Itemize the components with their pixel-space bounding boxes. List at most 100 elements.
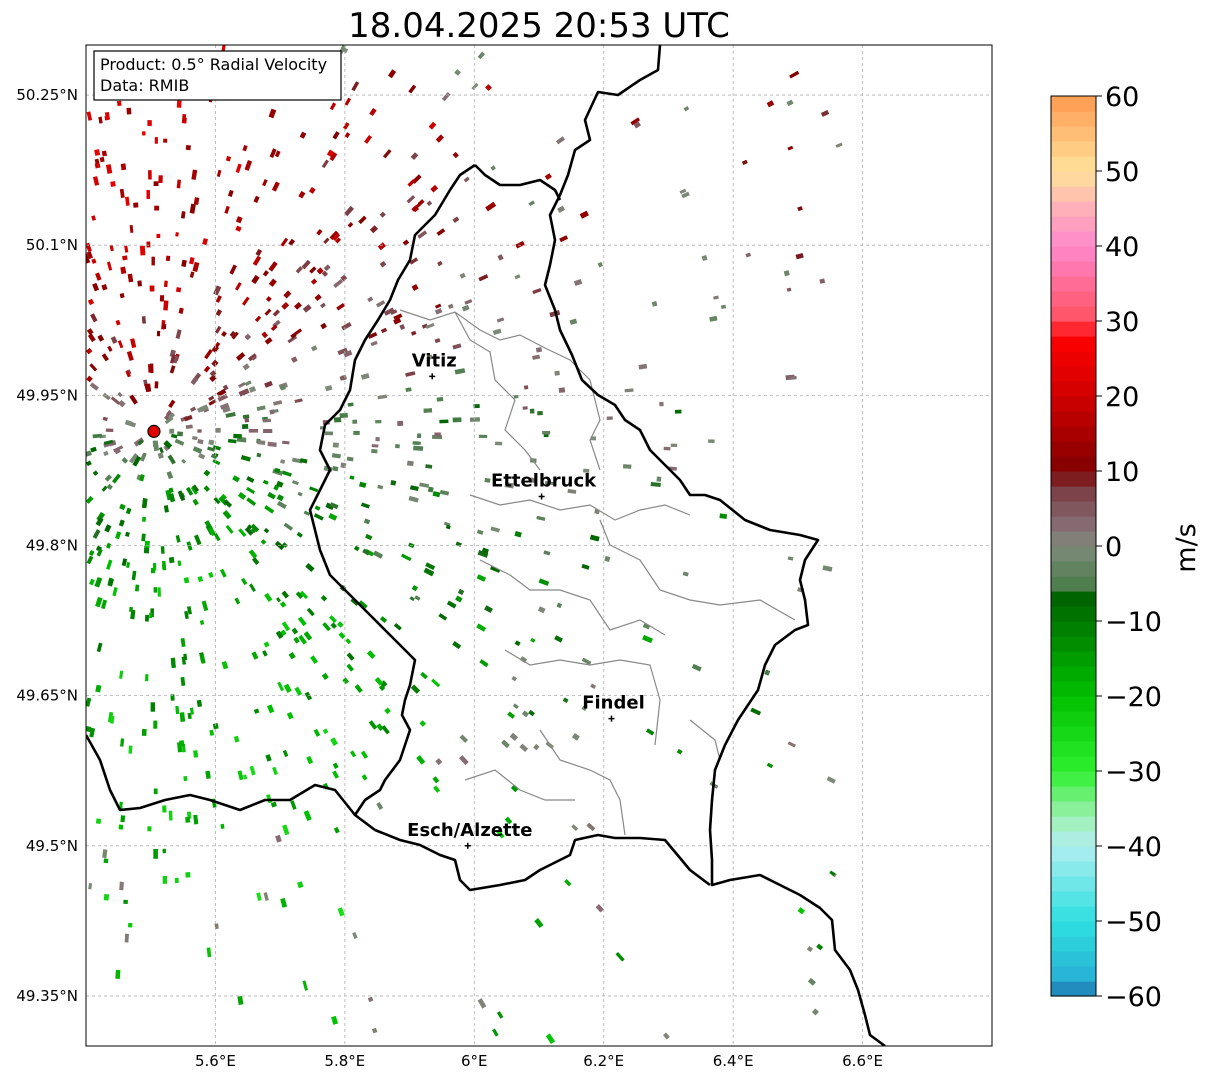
velocity-gate [409, 257, 419, 265]
velocity-gate [434, 432, 441, 437]
velocity-gate [229, 330, 237, 338]
velocity-gate [353, 430, 360, 435]
velocity-gate [115, 969, 121, 979]
velocity-gate [764, 669, 771, 676]
velocity-gate [103, 439, 114, 446]
velocity-gate [119, 188, 125, 199]
velocity-gate [225, 411, 236, 418]
velocity-gate [154, 381, 159, 389]
velocity-gate [185, 144, 191, 151]
velocity-gate [120, 738, 125, 747]
velocity-gate [149, 285, 155, 292]
velocity-gate [295, 591, 304, 600]
velocity-gate [558, 387, 566, 393]
velocity-gate [663, 1032, 670, 1040]
velocity-gate [246, 497, 257, 506]
velocity-gate [224, 205, 230, 214]
velocity-gate [125, 531, 130, 537]
velocity-gate [447, 303, 454, 310]
velocity-gate [132, 455, 142, 467]
velocity-gate [354, 684, 363, 694]
velocity-gate [158, 175, 163, 183]
velocity-gate [351, 81, 360, 92]
velocity-gate [332, 466, 339, 472]
colorbar-band [1051, 531, 1096, 547]
velocity-gate [208, 395, 215, 401]
velocity-gate [795, 253, 804, 260]
velocity-gate [427, 486, 434, 493]
national-border [86, 45, 886, 1046]
velocity-gate [185, 816, 191, 823]
velocity-gate [212, 723, 219, 730]
velocity-gate [290, 800, 297, 810]
velocity-gate [376, 802, 384, 810]
velocity-gate [103, 450, 109, 457]
velocity-gate [299, 131, 307, 139]
velocity-gate [528, 200, 535, 207]
velocity-gate [413, 445, 424, 451]
velocity-gate [521, 710, 529, 718]
velocity-gate [544, 173, 552, 181]
velocity-gate [235, 352, 246, 361]
velocity-gate [334, 237, 342, 244]
velocity-gate [102, 849, 108, 859]
velocity-gate [154, 137, 158, 144]
velocity-gate [519, 743, 529, 753]
colorbar-band [1051, 576, 1096, 592]
velocity-gate [630, 117, 641, 126]
velocity-gate [274, 467, 281, 474]
velocity-gate [175, 705, 180, 715]
velocity-gate [95, 684, 102, 693]
velocity-gate [244, 380, 252, 387]
velocity-gate [408, 495, 419, 503]
velocity-gate [270, 801, 277, 808]
colorbar-tick-label: 20 [1105, 382, 1139, 413]
velocity-gate [205, 770, 211, 779]
velocity-gate [242, 363, 250, 371]
velocity-gate [376, 723, 384, 732]
velocity-gate [352, 419, 358, 424]
colorbar-band [1051, 186, 1096, 202]
velocity-gate [401, 553, 412, 561]
velocity-gate [490, 165, 496, 171]
velocity-gate [147, 120, 152, 126]
velocity-gate [169, 428, 175, 434]
velocity-gate [797, 907, 805, 915]
velocity-gate [268, 108, 277, 119]
velocity-gate [452, 417, 462, 423]
velocity-gate [110, 181, 116, 187]
velocity-gate [691, 663, 702, 672]
velocity-gate [103, 858, 109, 864]
velocity-gate [129, 606, 133, 612]
velocity-gate [457, 588, 465, 596]
velocity-gate [347, 402, 354, 407]
velocity-gate [148, 170, 152, 180]
velocity-gate [280, 897, 288, 908]
velocity-gate [267, 441, 277, 447]
velocity-gate [719, 513, 728, 519]
colorbar-band [1051, 651, 1096, 667]
velocity-gate [590, 436, 597, 441]
velocity-gate [322, 622, 331, 632]
velocity-gate [92, 433, 103, 439]
velocity-gate [419, 482, 430, 488]
velocity-gate [362, 548, 371, 556]
velocity-gate [87, 333, 96, 343]
velocity-gate [275, 630, 284, 639]
velocity-gate [321, 672, 329, 680]
velocity-gate [211, 345, 220, 353]
velocity-gate [330, 622, 338, 629]
velocity-gate [269, 409, 275, 415]
velocity-gate [262, 418, 272, 423]
velocity-gate [471, 82, 479, 91]
velocity-gate [252, 255, 262, 266]
velocity-gate [139, 474, 145, 482]
velocity-gate [190, 376, 199, 386]
velocity-gate [320, 302, 326, 309]
colorbar-band [1051, 711, 1096, 727]
velocity-gate [829, 870, 836, 876]
velocity-gate [806, 945, 814, 953]
velocity-gate [331, 453, 341, 459]
velocity-gate [141, 533, 146, 542]
velocity-gate [208, 439, 215, 446]
